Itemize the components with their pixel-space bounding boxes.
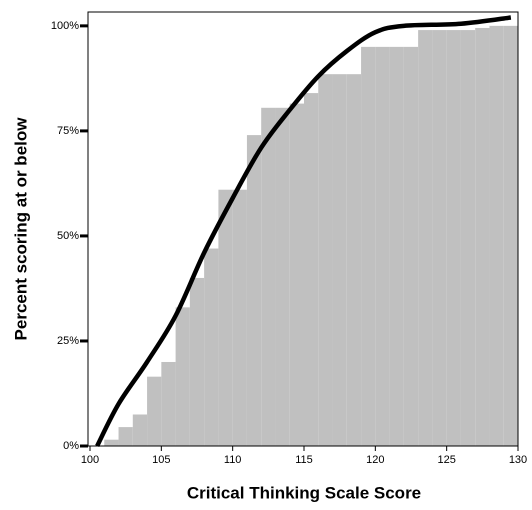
cumulative-line (95, 15, 512, 448)
bar (232, 189, 247, 446)
bar (418, 30, 433, 447)
bar (304, 93, 319, 447)
y-axis-title: Percent scoring at or below (11, 117, 30, 341)
y-tick-label: 50% (57, 230, 79, 242)
bar (446, 30, 461, 447)
x-tick-label: 100 (81, 454, 99, 466)
x-tick-label: 105 (152, 454, 170, 466)
bar (375, 46, 390, 447)
bar (432, 30, 447, 447)
bar (389, 46, 404, 447)
plot-frame (87, 11, 519, 447)
bar (175, 307, 190, 446)
y-tick-label: 100% (51, 20, 79, 32)
y-tick-label: 75% (57, 125, 79, 137)
bar (346, 74, 362, 447)
x-tick-label: 120 (366, 454, 384, 466)
bar (261, 107, 276, 447)
x-tick-label: 115 (295, 454, 313, 466)
bar (132, 414, 148, 446)
bar (489, 25, 504, 447)
bar (118, 427, 133, 446)
bar (318, 74, 333, 447)
y-tick-label: 0% (63, 440, 79, 452)
bar (104, 439, 119, 446)
x-tick-label: 130 (509, 454, 527, 466)
x-axis-title: Critical Thinking Scale Score (187, 483, 421, 502)
y-tick-label: 25% (57, 335, 79, 347)
bar (332, 74, 347, 447)
bar (147, 376, 162, 446)
bar (275, 107, 290, 447)
x-tick-label: 110 (224, 454, 242, 466)
bar (289, 103, 304, 447)
x-tick-label: 125 (437, 454, 455, 466)
bar (475, 27, 490, 447)
bar (189, 277, 205, 446)
bar (503, 25, 518, 447)
bar (361, 46, 376, 447)
bar (403, 46, 419, 447)
bar (204, 248, 219, 446)
bar (218, 189, 233, 446)
bar (161, 361, 176, 446)
bar (460, 30, 476, 447)
bar (246, 135, 262, 446)
